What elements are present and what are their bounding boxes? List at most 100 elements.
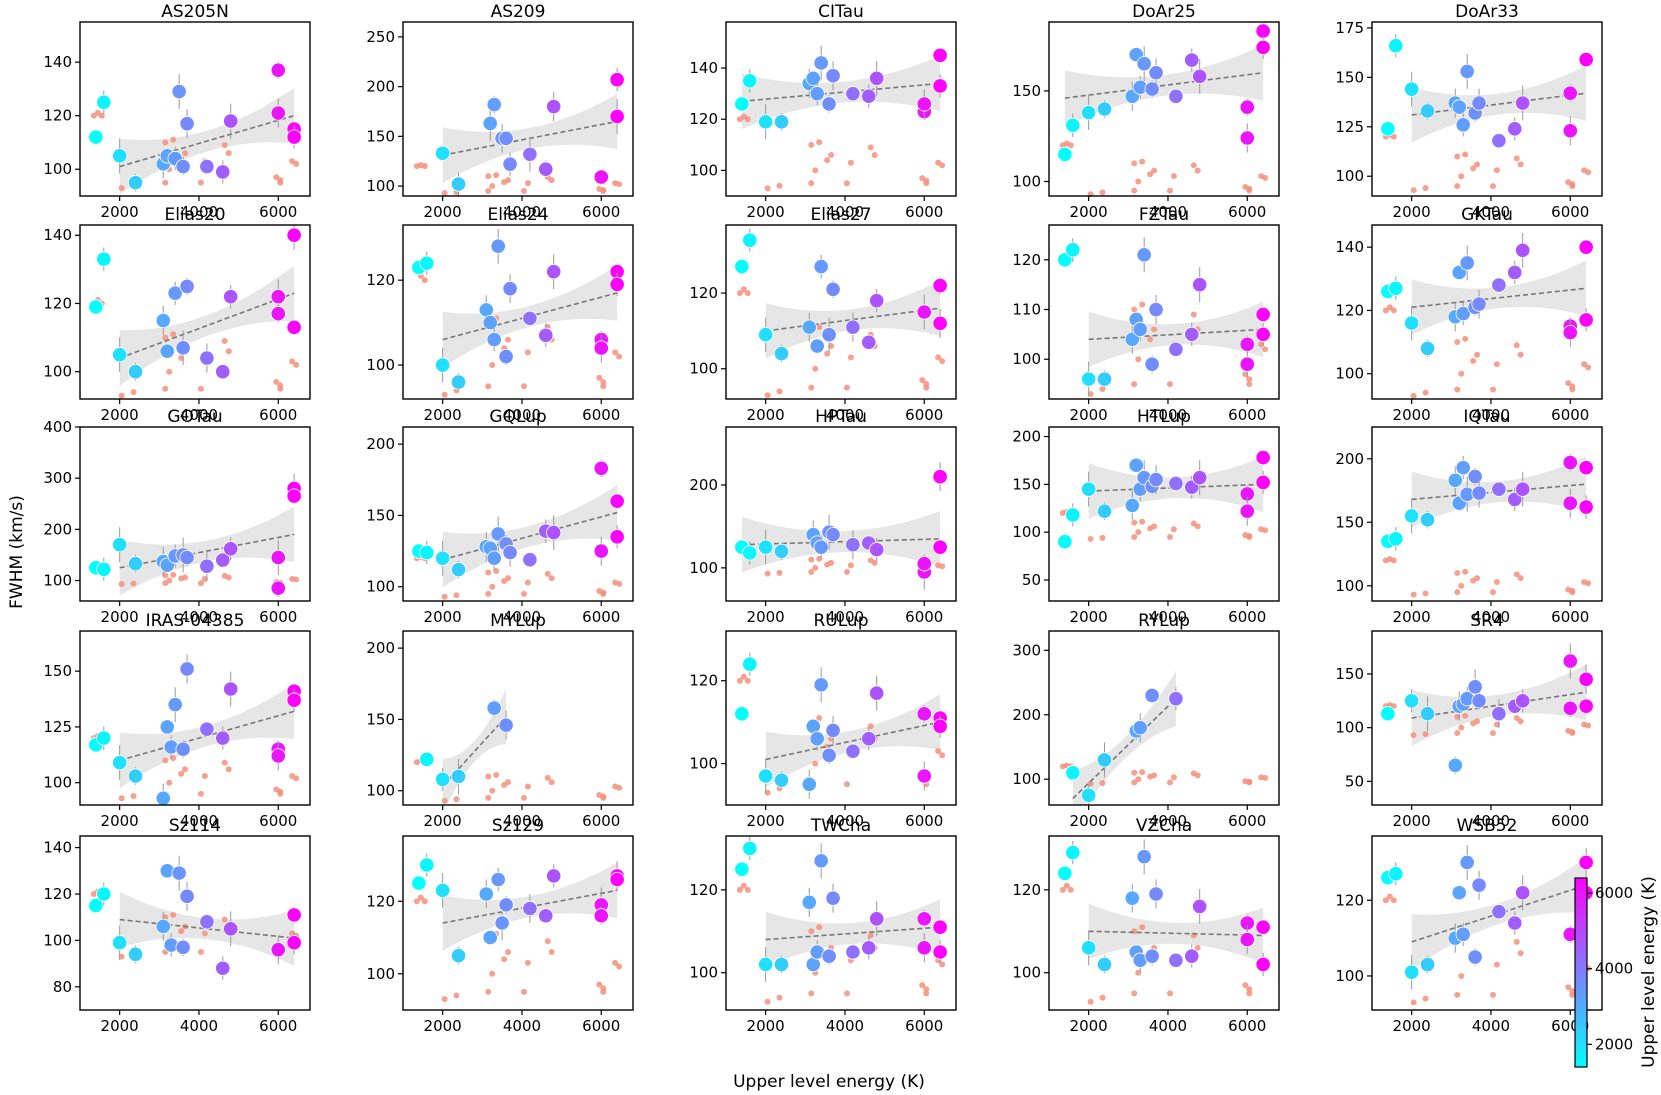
x-tick-label: 6000 xyxy=(1228,608,1266,626)
background-point xyxy=(130,389,137,396)
background-point xyxy=(277,788,284,795)
x-tick-label: 4000 xyxy=(826,812,864,830)
data-point xyxy=(96,251,112,267)
data-point xyxy=(1124,890,1140,906)
data-point xyxy=(159,343,175,359)
x-tick-label: 6000 xyxy=(582,406,620,424)
y-tick-label: 150 xyxy=(1012,82,1041,100)
data-point xyxy=(1578,698,1594,714)
background-point xyxy=(843,569,850,575)
y-tick-label: 120 xyxy=(689,672,718,690)
data-point xyxy=(223,541,239,557)
data-point xyxy=(932,469,948,485)
data-point xyxy=(1507,491,1523,507)
data-point xyxy=(450,948,467,964)
data-point xyxy=(1467,679,1483,695)
background-point xyxy=(1458,724,1465,731)
panel-title: MYLup xyxy=(490,611,546,631)
background-point xyxy=(130,793,137,800)
data-point xyxy=(175,158,191,175)
background-point xyxy=(1474,351,1481,358)
background-point xyxy=(505,949,512,955)
background-point xyxy=(544,938,551,945)
data-point xyxy=(1447,472,1463,488)
trend-line xyxy=(442,511,618,561)
background-point xyxy=(923,990,930,997)
data-point xyxy=(546,98,562,115)
panel-htlup: 2000 4000 6000 50 100 150 200 HTLup xyxy=(1012,407,1280,626)
data-point xyxy=(167,697,183,713)
x-tick-label: 2000 xyxy=(1070,812,1108,830)
panel-gotau: 2000 4000 6000 100 200 300 400 GOTau xyxy=(43,407,311,626)
trend-line xyxy=(119,533,295,569)
data-point xyxy=(127,175,144,191)
x-tick-label: 2000 xyxy=(747,812,785,830)
panel-mylup: 2000 4000 6000 100 150 200 MYLup xyxy=(366,611,634,830)
background-point xyxy=(293,361,300,368)
data-point xyxy=(916,940,932,956)
background-point xyxy=(1569,383,1576,390)
data-point xyxy=(435,771,451,787)
colorbar-tick-label: 6000 xyxy=(1595,884,1633,902)
data-point xyxy=(916,96,932,112)
data-point xyxy=(1136,849,1152,865)
data-point xyxy=(1515,693,1531,709)
x-tick-label: 2000 xyxy=(1393,203,1431,221)
data-point xyxy=(1507,915,1523,931)
data-point xyxy=(215,552,231,568)
data-point xyxy=(419,255,435,271)
data-point xyxy=(1168,88,1184,104)
data-point xyxy=(96,561,112,577)
background-point xyxy=(1410,591,1417,598)
panel-title: Elias24 xyxy=(487,205,548,225)
background-point xyxy=(178,928,185,935)
data-point xyxy=(1136,56,1152,72)
x-tick-label: 2000 xyxy=(747,203,785,221)
confidence-band xyxy=(1072,670,1176,805)
axes-frame xyxy=(1371,426,1603,602)
data-point xyxy=(522,310,538,326)
data-point xyxy=(450,768,467,785)
panel-as205n: 2000 4000 6000 100 120 140 AS205N xyxy=(43,2,311,221)
background-point xyxy=(847,562,854,569)
data-point xyxy=(223,289,239,305)
data-point xyxy=(1404,964,1420,980)
y-tick-label: 150 xyxy=(1335,68,1364,86)
y-tick-label: 140 xyxy=(1335,238,1364,256)
y-tick-label: 100 xyxy=(366,356,395,374)
background-point xyxy=(1470,165,1477,172)
data-point xyxy=(932,718,948,734)
background-point xyxy=(616,784,623,791)
y-tick-label: 110 xyxy=(1012,301,1041,319)
data-point xyxy=(450,374,467,390)
x-tick-label: 6000 xyxy=(905,406,943,424)
background-point xyxy=(489,787,496,794)
background-point xyxy=(1493,578,1500,585)
data-point xyxy=(486,700,502,716)
data-point xyxy=(1562,85,1578,101)
data-point xyxy=(758,114,774,130)
background-point xyxy=(225,766,232,773)
background-point xyxy=(923,380,930,387)
x-tick-label: 4000 xyxy=(826,203,864,221)
background-point xyxy=(1493,361,1500,368)
data-point xyxy=(845,319,861,335)
background-point xyxy=(923,986,930,993)
data-point xyxy=(1491,133,1507,149)
background-point xyxy=(417,894,424,901)
axes-frame xyxy=(402,224,634,400)
background-point xyxy=(289,358,296,365)
panel-elias24: 2000 4000 6000 100 120 Elias24 xyxy=(366,205,634,424)
x-tick-label: 4000 xyxy=(1149,203,1187,221)
data-point xyxy=(1065,765,1081,781)
data-point xyxy=(1168,691,1184,707)
background-point xyxy=(493,172,500,179)
data-point xyxy=(805,70,821,86)
background-point xyxy=(1489,183,1496,190)
data-point xyxy=(1148,301,1164,318)
data-point xyxy=(813,539,829,555)
background-point xyxy=(1390,557,1397,564)
background-point xyxy=(1139,518,1146,525)
background-point xyxy=(935,354,942,361)
background-point xyxy=(1067,142,1074,149)
